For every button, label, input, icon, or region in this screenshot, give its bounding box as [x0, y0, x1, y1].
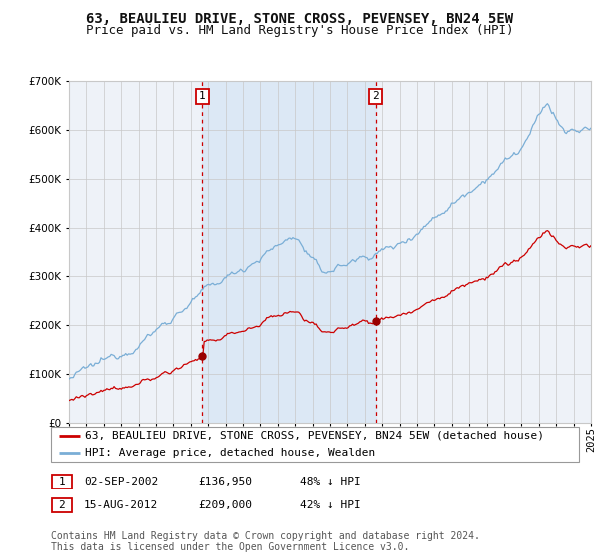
Text: This data is licensed under the Open Government Licence v3.0.: This data is licensed under the Open Gov…	[51, 542, 409, 552]
Text: Contains HM Land Registry data © Crown copyright and database right 2024.: Contains HM Land Registry data © Crown c…	[51, 531, 480, 541]
Text: 2: 2	[58, 500, 65, 510]
Text: 1: 1	[199, 91, 206, 101]
Text: 15-AUG-2012: 15-AUG-2012	[84, 500, 158, 510]
Text: 1: 1	[58, 477, 65, 487]
Text: £209,000: £209,000	[198, 500, 252, 510]
Text: 02-SEP-2002: 02-SEP-2002	[84, 477, 158, 487]
Text: Price paid vs. HM Land Registry's House Price Index (HPI): Price paid vs. HM Land Registry's House …	[86, 24, 514, 36]
Text: 42% ↓ HPI: 42% ↓ HPI	[300, 500, 361, 510]
Text: 48% ↓ HPI: 48% ↓ HPI	[300, 477, 361, 487]
Text: HPI: Average price, detached house, Wealden: HPI: Average price, detached house, Weal…	[85, 449, 376, 458]
Text: 63, BEAULIEU DRIVE, STONE CROSS, PEVENSEY, BN24 5EW (detached house): 63, BEAULIEU DRIVE, STONE CROSS, PEVENSE…	[85, 431, 544, 441]
Text: 2: 2	[372, 91, 379, 101]
Text: 63, BEAULIEU DRIVE, STONE CROSS, PEVENSEY, BN24 5EW: 63, BEAULIEU DRIVE, STONE CROSS, PEVENSE…	[86, 12, 514, 26]
Text: £136,950: £136,950	[198, 477, 252, 487]
Bar	[202, 81, 376, 423]
